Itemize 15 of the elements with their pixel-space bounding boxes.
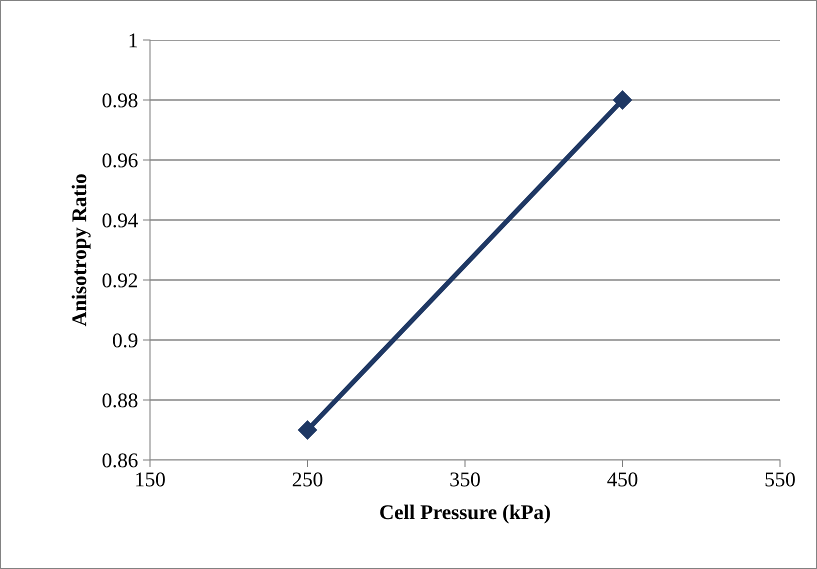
y-tick-label: 0.9 <box>112 333 138 348</box>
x-tick-label: 550 <box>766 472 795 486</box>
x-tick-label: 250 <box>292 472 322 486</box>
x-tick-label: 150 <box>136 472 165 486</box>
y-tick-label: 0.86 <box>102 453 138 468</box>
y-tick-label: 0.92 <box>102 273 138 288</box>
y-tick-label: 1 <box>130 33 137 48</box>
y-tick-label: 0.96 <box>102 153 138 168</box>
y-tick-label: 0.98 <box>102 93 138 108</box>
y-axis-title: Anisotropy Ratio <box>72 174 91 326</box>
x-tick-label: 450 <box>607 472 638 486</box>
x-axis-title: Cell Pressure (kPa) <box>380 504 550 524</box>
y-tick-label: 0.88 <box>102 393 138 408</box>
y-tick-label: 0.94 <box>102 213 138 228</box>
x-tick-label: 350 <box>450 472 480 486</box>
